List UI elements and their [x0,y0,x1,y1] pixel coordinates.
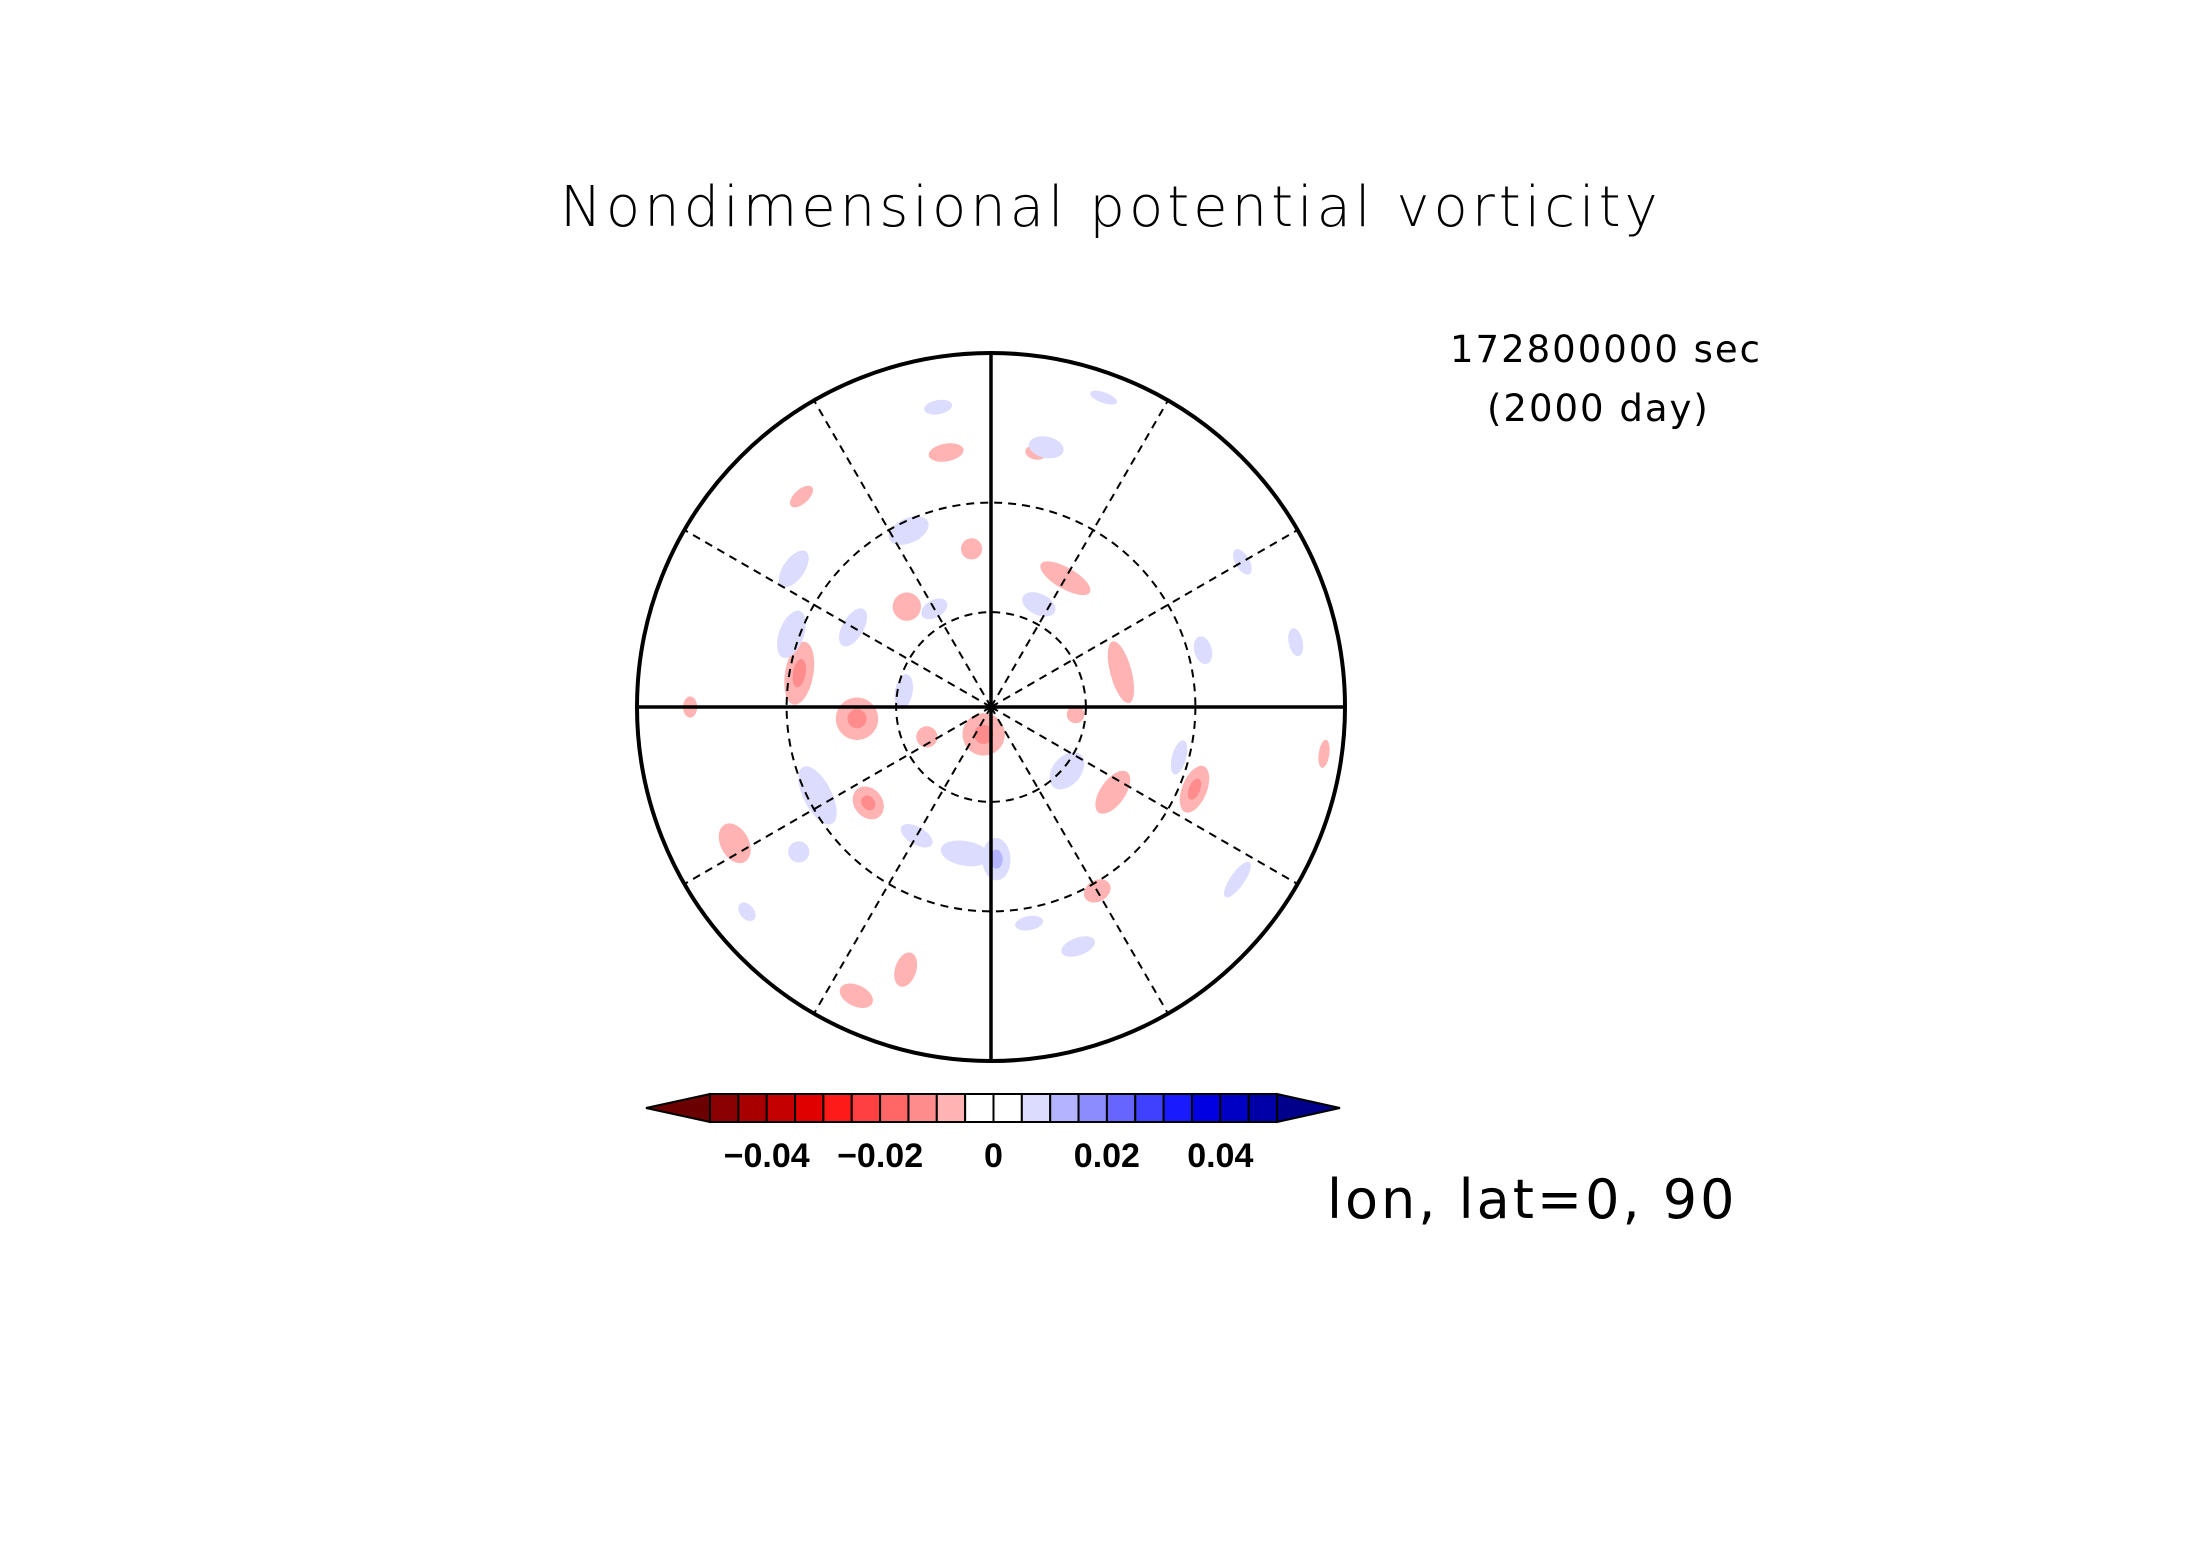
meridian-line-dashed [990,399,1169,708]
colorbar-tick-label: −0.02 [837,1137,923,1175]
colorbar-cell [964,1093,995,1123]
contour-patch [892,592,921,621]
colorbar-cell [1219,1093,1250,1123]
contour-patch [928,443,964,462]
time-days-label: (2000 day) [1487,387,1710,430]
colorbar-cell [794,1093,825,1123]
contour-patch [916,726,938,748]
contour-patch [1061,936,1096,957]
colorbar-cell [935,1093,967,1123]
colorbar-cell [907,1093,938,1123]
contour-patch [894,952,918,987]
location-label: lon, lat=0, 90 [1327,1168,1738,1231]
contour-patch [1095,770,1131,814]
contour-patch [900,824,933,848]
contour-patch [738,902,756,922]
meridian-line-dashed [990,706,1299,885]
time-seconds-label: 172800000 sec [1450,328,1763,371]
colorbar-cell [709,1093,740,1123]
contour-patch [894,674,914,710]
contour-patch [1049,752,1085,790]
meridian-line-dashed [683,529,992,708]
colorbar-cell [1105,1093,1137,1123]
colorbar-cell [822,1093,853,1123]
contour-patch [888,516,929,545]
colorbar-cell [1049,1093,1080,1123]
map-boundary-circle [635,351,1347,1063]
contour-patch [777,610,806,659]
contour-patch [1193,636,1213,665]
contour-patch [1066,705,1085,724]
contour-patch [1015,915,1044,931]
colorbar-high-extend [1276,1092,1341,1124]
contour-patch [778,550,809,588]
contour-patch [1107,641,1135,704]
colorbar-cell [850,1093,882,1123]
colorbar: −0.04 −0.02 0 0.02 0.04 [645,1092,1341,1175]
colorbar-cell [1020,1093,1052,1123]
contour-patch [789,485,814,508]
colorbar-cell [765,1093,797,1123]
colorbar-cell [1247,1093,1279,1123]
contour-patch [1318,739,1330,768]
colorbar-tick-label: −0.04 [724,1137,810,1175]
contour-patch-core [847,709,867,729]
contour-patch [798,766,837,825]
contour-patch [924,399,953,415]
contour-patch [940,840,990,867]
colorbar-tick-label: 0.04 [1187,1137,1253,1175]
colorbar-cell [1077,1093,1108,1123]
colorbar-cell [1162,1093,1193,1123]
colorbar-tick-label: 0 [984,1137,1003,1175]
colorbar-cell [1134,1093,1165,1123]
contour-patch [1288,628,1304,657]
contour-patch [1028,436,1064,459]
colorbar-cell [992,1093,1023,1123]
contour-patch [1223,861,1251,898]
contour-patch [788,841,810,863]
meridian-line-dashed [813,399,992,708]
colorbar-cell [879,1093,910,1123]
colorbar-cell [737,1093,768,1123]
colorbar-low-extend [645,1092,711,1124]
contour-patch [839,983,874,1008]
contour-patch [1090,390,1118,405]
contour-patch [718,823,751,864]
contour-patch [1040,561,1091,596]
contour-patch-core [974,724,994,744]
chart-title: Nondimensional potential vorticity [560,175,1662,240]
contour-patch-core [1187,778,1202,800]
meridian-line-dashed [990,529,1299,708]
contour-patch [1170,740,1188,775]
meridian-line-dashed [990,706,1169,1015]
contour-patch-core [861,795,876,811]
contour-patch [1233,549,1252,575]
contour-patch [1022,592,1056,617]
meridian-line-dashed [813,706,992,1015]
colorbar-cell [1190,1093,1222,1123]
meridian-line-dashed [683,706,992,885]
contour-patch [960,538,983,560]
contour-patch-core [792,659,807,688]
map-grid [635,351,1347,1063]
colorbar-tick-label: 0.02 [1074,1137,1140,1175]
contour-patch-core [989,849,1003,869]
contour-patches [683,390,1330,1008]
